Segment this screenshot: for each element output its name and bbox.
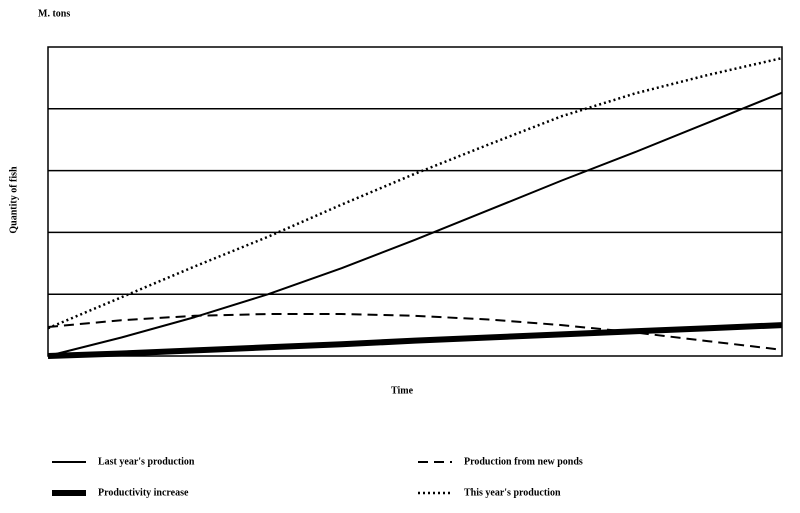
y-unit: M. tons bbox=[38, 8, 70, 19]
series-line bbox=[47, 322, 783, 359]
legend-label: Productivity increase bbox=[98, 487, 189, 498]
x-axis-label: Time bbox=[391, 385, 414, 396]
legend-label: This year's production bbox=[464, 487, 561, 498]
plot-frame bbox=[47, 46, 783, 357]
legend-label: Production from new ponds bbox=[464, 456, 583, 467]
series-line bbox=[47, 56, 783, 330]
series-line bbox=[47, 91, 783, 357]
y-axis-label: Quantity of fish bbox=[8, 166, 19, 234]
legend-label: Last year's production bbox=[98, 456, 195, 467]
series-line bbox=[47, 313, 783, 351]
